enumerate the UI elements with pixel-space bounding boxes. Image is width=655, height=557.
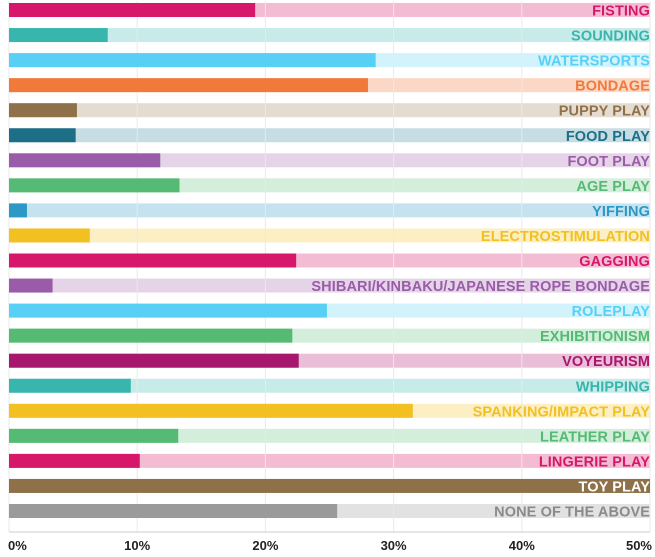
bar-track (9, 153, 650, 168)
bar (9, 253, 297, 268)
bar-label: WATERSPORTS (538, 54, 650, 70)
bar-label: FOOT PLAY (567, 154, 650, 170)
bar-track (9, 128, 650, 143)
bar (9, 378, 131, 393)
bar-label: BONDAGE (575, 79, 650, 95)
bar (9, 203, 27, 218)
bar-label: TOY PLAY (579, 479, 651, 495)
bars-layer (9, 3, 650, 518)
bar-label: SHIBARI/KINBAKU/JAPANESE ROPE BONDAGE (311, 279, 650, 295)
bar-label: FISTING (592, 4, 650, 20)
bar (9, 504, 338, 518)
bar-label: GAGGING (579, 254, 650, 270)
bar-label: AGE PLAY (576, 179, 650, 195)
bar-label: VOYEURISM (562, 354, 650, 370)
bar-track (9, 103, 650, 118)
bar-label: LINGERIE PLAY (539, 454, 650, 470)
bar (9, 28, 108, 43)
bar-track (9, 378, 650, 393)
bar-label: NONE OF THE ABOVE (494, 505, 650, 521)
bar (9, 428, 179, 443)
x-tick-labels: 0% 10% 20% 30% 40% 50% (8, 538, 652, 553)
bar (9, 303, 327, 318)
bar (9, 128, 76, 143)
x-tick-label: 40% (509, 538, 535, 553)
bar-label: FOOD PLAY (566, 129, 650, 145)
bar-track (9, 278, 650, 293)
bar-track (9, 28, 650, 43)
bar-label: YIFFING (592, 204, 650, 220)
bar (9, 103, 77, 118)
bar (9, 178, 180, 193)
bar-track (9, 453, 650, 468)
bar (9, 453, 140, 468)
bar-label: PUPPY PLAY (559, 104, 650, 120)
bar (9, 353, 299, 368)
bar (9, 478, 650, 493)
bar-label: SPANKING/IMPACT PLAY (473, 404, 651, 420)
bar (9, 228, 90, 243)
bar-label: EXHIBITIONISM (540, 329, 650, 345)
bar (9, 328, 293, 343)
bar-labels-layer: FISTING SOUNDING WATERSPORTS BONDAGE PUPPY P… (311, 4, 650, 521)
x-tick-label: 30% (381, 538, 407, 553)
bar (9, 53, 376, 68)
bar-track (9, 228, 650, 243)
bar (9, 78, 368, 93)
bar-label: SOUNDING (571, 29, 650, 45)
bar-label: ELECTROSTIMULATION (481, 229, 650, 245)
bar (9, 3, 256, 17)
bar-label: LEATHER PLAY (540, 429, 650, 445)
bar (9, 403, 413, 418)
bar-track (9, 203, 650, 218)
x-tick-label: 50% (626, 538, 652, 553)
bar-label: WHIPPING (576, 379, 650, 395)
bar (9, 153, 161, 168)
x-tick-label: 20% (252, 538, 278, 553)
bar (9, 278, 53, 293)
bar-label: ROLEPLAY (572, 304, 651, 320)
x-tick-label: 10% (124, 538, 150, 553)
x-tick-label: 0% (8, 538, 27, 553)
